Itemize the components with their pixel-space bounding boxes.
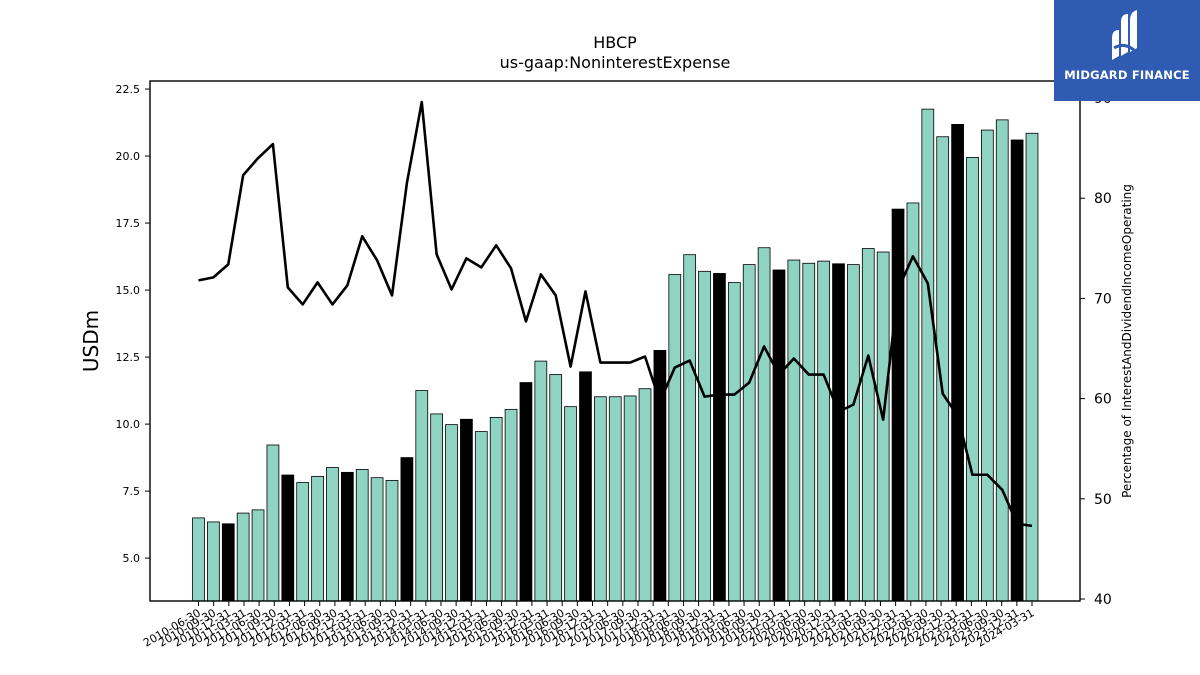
bar [772, 269, 786, 602]
bar [891, 208, 905, 602]
bar [995, 119, 1009, 602]
bar [594, 396, 607, 602]
bar [727, 282, 741, 602]
y-tick-label: 12.5 [116, 351, 141, 364]
y-axis-label: USDm [79, 310, 103, 372]
y2-tick-label: 70 [1094, 291, 1112, 307]
bar [802, 262, 816, 602]
bar [713, 273, 726, 602]
bar [921, 108, 935, 602]
bar [742, 264, 756, 602]
ratio-line-series [198, 100, 1033, 528]
bar [757, 247, 771, 602]
bar [519, 382, 533, 602]
y-tick-label: 20.0 [116, 150, 141, 163]
bar [385, 479, 399, 602]
bar [787, 259, 801, 602]
bar [608, 396, 622, 602]
bar [638, 388, 652, 602]
bar [460, 418, 473, 602]
bar [207, 521, 220, 602]
bar [683, 254, 697, 602]
y2-tick-label: 60 [1094, 392, 1112, 408]
y2-axis-label: Percentage of InterestAndDividendIncomeO… [1120, 184, 1134, 498]
plot-frame [149, 80, 1081, 602]
bar [251, 509, 265, 602]
bar [340, 471, 354, 602]
y-tick-label: 22.5 [116, 83, 141, 96]
y2-tick-label: 50 [1094, 492, 1112, 508]
y-tick-label: 17.5 [116, 217, 141, 230]
bar [281, 474, 295, 602]
bar [489, 416, 503, 602]
chart-subtitle: us-gaap:NoninterestExpense [500, 53, 731, 72]
bar [847, 264, 860, 602]
bar [370, 477, 384, 602]
brand-name: MIDGARD FINANCE [1064, 68, 1190, 82]
y-tick-label: 10.0 [116, 418, 141, 431]
bar [817, 260, 830, 602]
bar [355, 468, 369, 602]
bar [549, 374, 563, 602]
bar [221, 523, 235, 602]
bar [876, 251, 890, 602]
bar [415, 390, 429, 602]
bar [266, 444, 280, 602]
y2-tick-label: 40 [1094, 592, 1112, 608]
bar [1025, 132, 1039, 602]
bar [980, 129, 994, 602]
left-axis: 5.0 7.5 10.0 12.5 15.0 17.5 20.0 22.5 [116, 83, 150, 565]
bar [668, 274, 682, 602]
chart-title: HBCP [593, 33, 637, 52]
bar [504, 408, 518, 602]
bar [579, 371, 592, 602]
bar [623, 395, 637, 602]
bar [192, 517, 205, 602]
y2-tick-label: 80 [1094, 191, 1112, 207]
bar [951, 124, 964, 602]
y-tick-label: 15.0 [116, 284, 141, 297]
y-tick-label: 7.5 [123, 485, 141, 498]
brand-logo: MIDGARD FINANCE [1054, 0, 1200, 101]
bar [236, 512, 250, 602]
bar [861, 248, 875, 602]
bar-series [192, 108, 1039, 602]
bar [966, 156, 979, 602]
bar [698, 270, 711, 602]
x-axis: 2010-06-302010-09-302010-12-312011-03-31… [141, 601, 1037, 650]
midgard-logo-icon [1112, 10, 1137, 60]
bar [296, 482, 310, 602]
bar [400, 457, 414, 602]
bar [430, 413, 444, 602]
bar [534, 360, 548, 602]
right-axis: 405060708090 [1080, 91, 1112, 608]
y-tick-label: 5.0 [123, 552, 141, 565]
bar [326, 467, 339, 602]
bar [564, 406, 577, 602]
bar [832, 263, 845, 602]
bar [474, 431, 488, 602]
bar [1010, 139, 1024, 602]
bar [311, 475, 324, 602]
bar [445, 424, 458, 602]
